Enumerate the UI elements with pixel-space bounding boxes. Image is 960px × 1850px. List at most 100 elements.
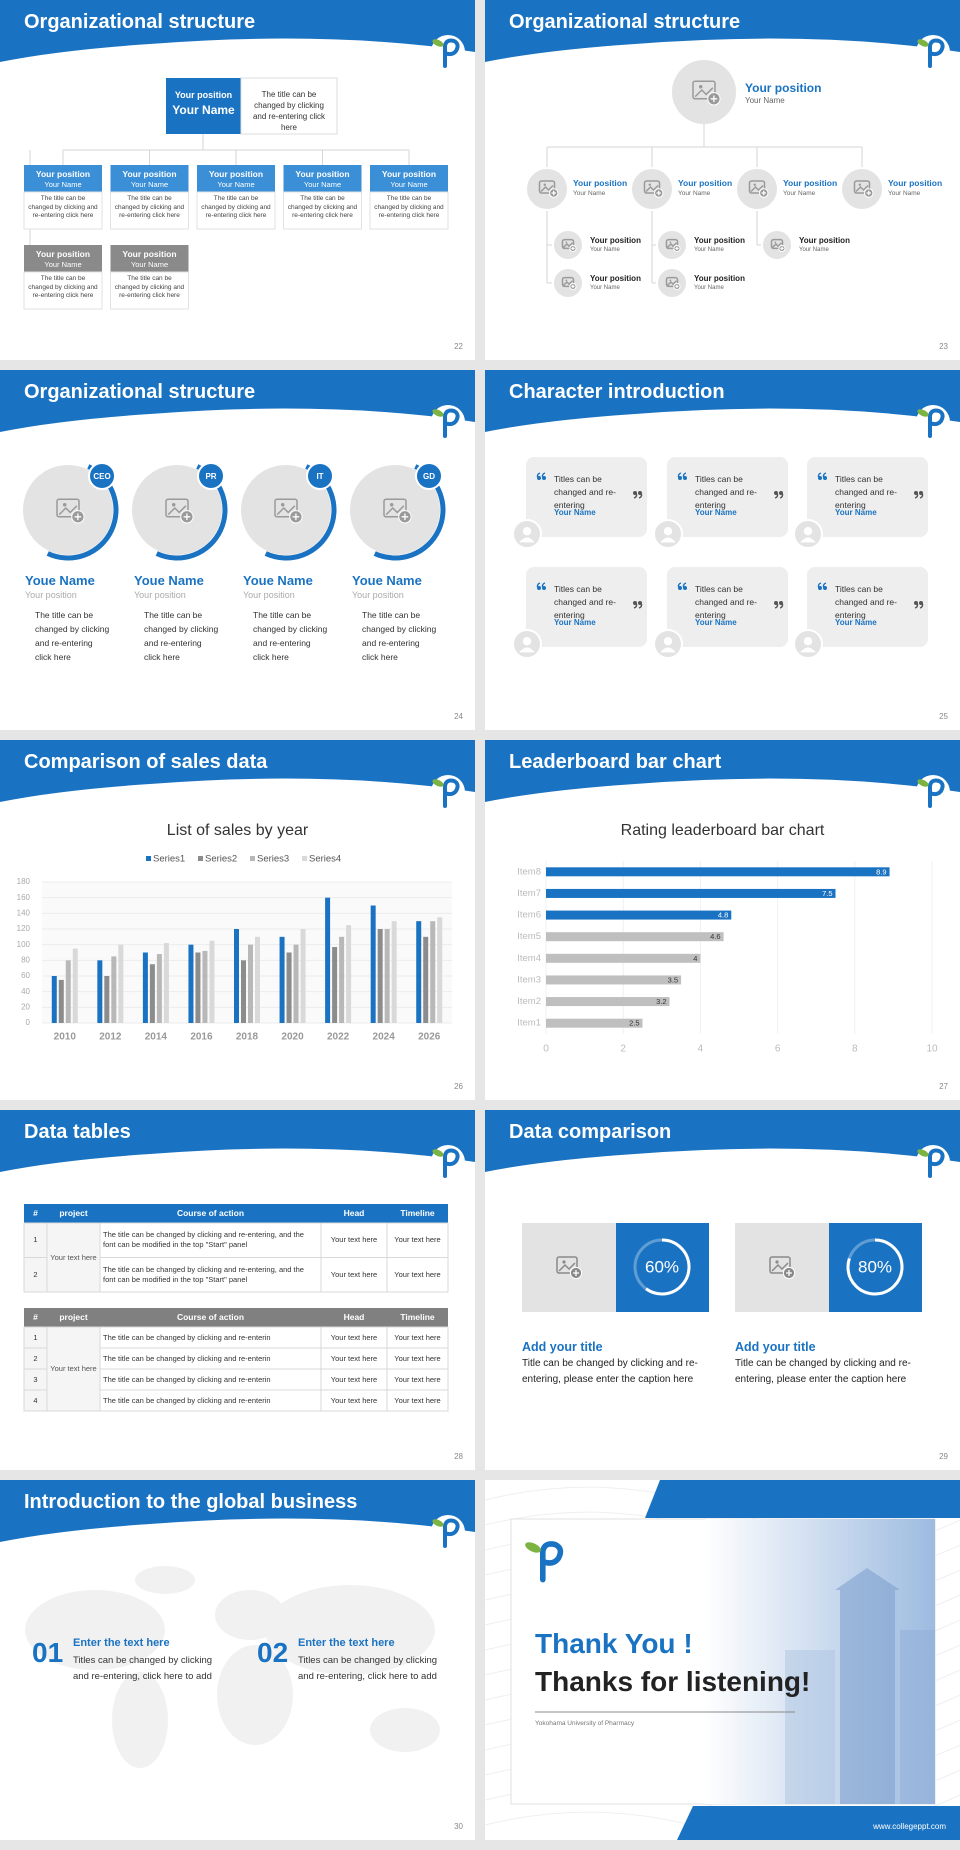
image-icon [565,279,568,282]
y-tick-label: Item6 [517,910,541,921]
x-tick-label: 2024 [373,1032,396,1043]
logo-leaf [917,779,929,787]
bar [293,944,299,1023]
table-cell: The title can be changed by clicking and… [103,1374,271,1384]
page-number: 23 [939,342,948,351]
member-name: Your Name [217,180,255,189]
image-icon [385,505,405,516]
page-number: 24 [454,712,463,721]
bar [234,929,239,1023]
image-icon [667,242,677,248]
bar [202,950,208,1023]
logo-leaf [432,409,444,417]
person-text: The title can be changed by clicking and… [144,610,219,662]
image-icon [274,498,298,518]
top-desc-box [240,77,338,135]
quote-card [667,567,788,647]
image-icon [538,180,556,194]
bar [437,917,443,1023]
map-shape [217,1645,293,1745]
quote-text: Titles can be changed and re-entering [835,474,897,510]
logo [928,38,945,68]
bar [546,997,670,1007]
x-tick-label: 2016 [190,1032,213,1043]
avatar [800,647,816,653]
quote-mark [638,493,643,499]
top-position: Your position [174,90,233,100]
member-text: The title can be changed by clicking and… [28,275,98,299]
image-icon [563,280,573,286]
header-band [0,0,475,62]
quote-mark [541,582,546,588]
header-cell: Head [343,1312,365,1322]
image-icon [750,184,764,193]
quote-mark [542,586,546,590]
logo [443,778,460,808]
bar [332,947,338,1023]
group-cell: Your text here [50,1252,97,1262]
quote-mark [633,603,638,609]
bar [339,936,345,1023]
map-shape [370,1708,440,1752]
quote-mark [779,491,783,495]
logo [540,1541,564,1583]
tag-label: PR [205,472,216,481]
image-icon [698,84,703,89]
ring-label: 60% [645,1257,679,1276]
header-cell: project [59,1312,88,1322]
quote-mark [633,493,638,499]
group-cell: Your text here [50,1364,97,1373]
item-number: 01 [32,1637,64,1668]
bar [416,921,422,1023]
level2-position: Your position [799,236,850,245]
slide: Data tables 28 # project Course of action Hea… [0,1110,475,1470]
quote-mark [774,603,779,609]
quote-text: Titles can be changed and re-entering [554,584,616,620]
member-text: The title can be changed by clicking and… [374,195,444,219]
image-icon [769,1256,791,1274]
level2-name: Your Name [694,285,724,291]
top-name: Your Name [172,103,235,117]
table-cell: Your text here [330,1395,378,1405]
bar [546,867,890,877]
logo-leaf [432,1519,444,1527]
image-icon [280,502,285,507]
table-header [24,1204,448,1223]
member-desc-box [23,271,103,310]
value-label: 4.8 [718,911,728,920]
quote-mark [633,601,637,605]
image-icon [171,502,176,507]
level1-position: Your position [678,178,733,188]
value-label: 4.6 [710,932,720,941]
member-header [283,165,362,192]
y-tick-label: Item3 [517,974,541,985]
quote-mark [537,586,541,590]
subheading: Thanks for listening! [535,1666,811,1697]
value-label: 7.5 [822,889,832,898]
photo-area [705,1519,935,1804]
value-label: 3.2 [656,997,666,1006]
logo [443,1518,460,1548]
quote-mark [541,472,546,478]
slide-title: Data tables [24,1121,131,1143]
corner-band [645,1480,960,1518]
quote-mark [817,472,822,478]
member-position: Your position [35,169,91,179]
x-tick-label: 2022 [327,1032,350,1043]
bar [370,905,376,1023]
member-header [110,165,189,192]
quote-mark [919,493,924,499]
quote-name: Your Name [695,618,737,627]
item-title: Enter the text here [73,1637,170,1649]
image-icon [675,246,679,251]
image-icon [183,513,191,521]
image-icon [276,505,296,516]
image-icon [858,183,861,186]
slide: CEO PR IT GD Organizational structure 24 Youe … [0,370,475,730]
person-text: The title can be changed by clicking and… [35,610,110,662]
image-icon [786,1270,792,1276]
member-desc-box [110,271,189,310]
member-position: Your position [122,169,177,179]
table-cell: The title can be changed by clicking and… [103,1230,304,1250]
image-icon [383,498,407,518]
